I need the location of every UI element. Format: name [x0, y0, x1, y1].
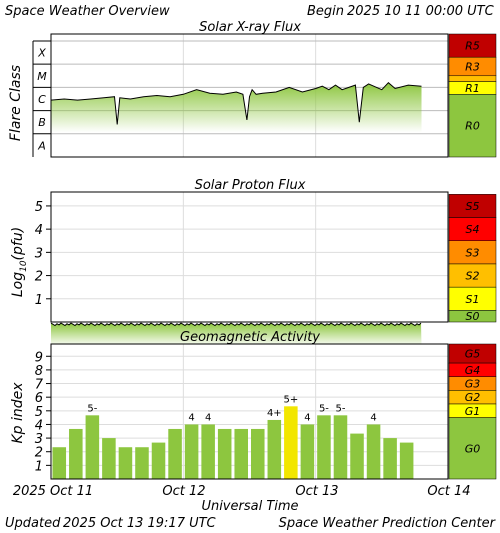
- kp-bar-label: 4: [188, 412, 194, 423]
- proton-flux-area: [51, 323, 422, 347]
- kp-bar: [234, 428, 248, 479]
- scale-s5-label: S5: [466, 200, 480, 213]
- kp-y-tick: 1: [35, 459, 43, 474]
- kp-bar: [135, 447, 149, 479]
- kp-bar: [350, 433, 364, 479]
- proton-y-tick: 4: [35, 223, 43, 238]
- prediction-center: Space Weather Prediction Center: [279, 516, 497, 531]
- scale-r0-label: R0: [465, 120, 480, 133]
- x-axis-label: Universal Time: [201, 499, 298, 514]
- kp-y-tick: 8: [35, 364, 43, 379]
- kp-bar: [85, 415, 100, 479]
- kp-bar-label: 4+: [267, 408, 282, 419]
- scale-s4-label: S4: [466, 223, 480, 236]
- scale-g4-label: G4: [465, 364, 481, 377]
- kp-bar: [69, 428, 83, 479]
- updated-label: Updated: [5, 516, 61, 531]
- kp-y-tick: 4: [35, 418, 43, 433]
- xray-class-label: M: [37, 70, 47, 83]
- kp-ylabel: Kp index: [10, 382, 26, 444]
- scale-r2: [448, 75, 497, 82]
- x-tick-oct12: Oct 12: [162, 484, 205, 499]
- kp-bar: [201, 424, 215, 479]
- kp-title: Geomagnetic Activity: [180, 330, 320, 345]
- scale-s0: [448, 310, 497, 323]
- kp-bar: [217, 428, 232, 479]
- scale-g0: [448, 417, 497, 480]
- scale-g0-label: G0: [465, 442, 481, 455]
- proton-title: Solar Proton Flux: [195, 178, 306, 193]
- begin-date: 2025 10 11 00:00 UTC: [347, 4, 495, 19]
- begin-label: Begin: [307, 4, 344, 19]
- kp-bar: [366, 424, 381, 479]
- x-tick-oct11: 2025 Oct 11: [13, 484, 93, 499]
- proton-flux-line: [50, 322, 422, 327]
- kp-bar-label: 4: [205, 412, 211, 423]
- kp-y-tick: 7: [35, 378, 44, 393]
- proton-y-tick: 3: [35, 246, 43, 261]
- kp-bar: [284, 406, 298, 479]
- kp-bar-label: 5-: [319, 403, 329, 414]
- scale-s2-label: S2: [466, 270, 480, 283]
- kp-bar: [317, 415, 331, 479]
- kp-y-tick: 9: [35, 350, 43, 365]
- kp-bar: [184, 424, 199, 479]
- kp-bar-label: 5+: [283, 394, 298, 405]
- kp-bar: [168, 428, 182, 479]
- scale-g2-label: G2: [465, 391, 481, 404]
- kp-bar: [383, 438, 397, 479]
- xray-class-label: X: [37, 47, 46, 60]
- xray-flux-area: [51, 82, 422, 133]
- scale-g3-label: G3: [465, 378, 481, 391]
- proton-y-tick: 1: [35, 293, 43, 308]
- scale-r1-label: R1: [465, 82, 480, 95]
- x-tick-oct13: Oct 13: [295, 484, 338, 499]
- xray-flux-line: [50, 82, 422, 125]
- kp-bar: [251, 428, 265, 479]
- xray-class-label: B: [38, 116, 46, 129]
- scale-r5-label: R5: [465, 40, 480, 53]
- xray-ylabel: Flare Class: [8, 65, 24, 141]
- proton-y-tick: 5: [35, 200, 43, 215]
- scale-r0: [448, 94, 497, 158]
- kp-bar: [151, 442, 166, 479]
- kp-bar: [300, 424, 315, 479]
- scale-g1-label: G1: [465, 405, 481, 418]
- scale-s1-label: S1: [466, 293, 480, 306]
- kp-y-tick: 6: [35, 391, 43, 406]
- kp-bar-label: 5-: [87, 403, 97, 414]
- kp-bar-label: 4: [370, 412, 376, 423]
- xray-class-label: A: [37, 139, 46, 152]
- x-tick-oct14: Oct 14: [427, 484, 470, 499]
- updated-date: 2025 Oct 13 19:17 UTC: [63, 516, 217, 531]
- kp-bar-label: 4: [304, 412, 310, 423]
- kp-y-tick: 3: [35, 432, 43, 447]
- kp-y-tick: 2: [35, 446, 43, 461]
- kp-bar: [52, 447, 67, 479]
- xray-class-label: C: [38, 93, 46, 106]
- scale-g5-label: G5: [465, 348, 481, 361]
- proton-y-tick: 2: [35, 270, 43, 285]
- kp-bar: [333, 415, 348, 479]
- scale-r3-label: R3: [465, 60, 480, 73]
- xray-title: Solar X-ray Flux: [199, 20, 301, 35]
- kp-bar: [399, 442, 414, 479]
- page-title: Space Weather Overview: [5, 4, 170, 19]
- kp-bar: [267, 419, 282, 479]
- proton-ylabel: Log10(pfu): [10, 227, 29, 297]
- scale-s3-label: S3: [466, 246, 480, 259]
- kp-y-tick: 5: [35, 405, 43, 420]
- kp-bar: [118, 447, 133, 479]
- kp-bar: [102, 438, 116, 479]
- kp-bar-label: 5-: [335, 403, 345, 414]
- scale-s0-label: S0: [466, 310, 480, 323]
